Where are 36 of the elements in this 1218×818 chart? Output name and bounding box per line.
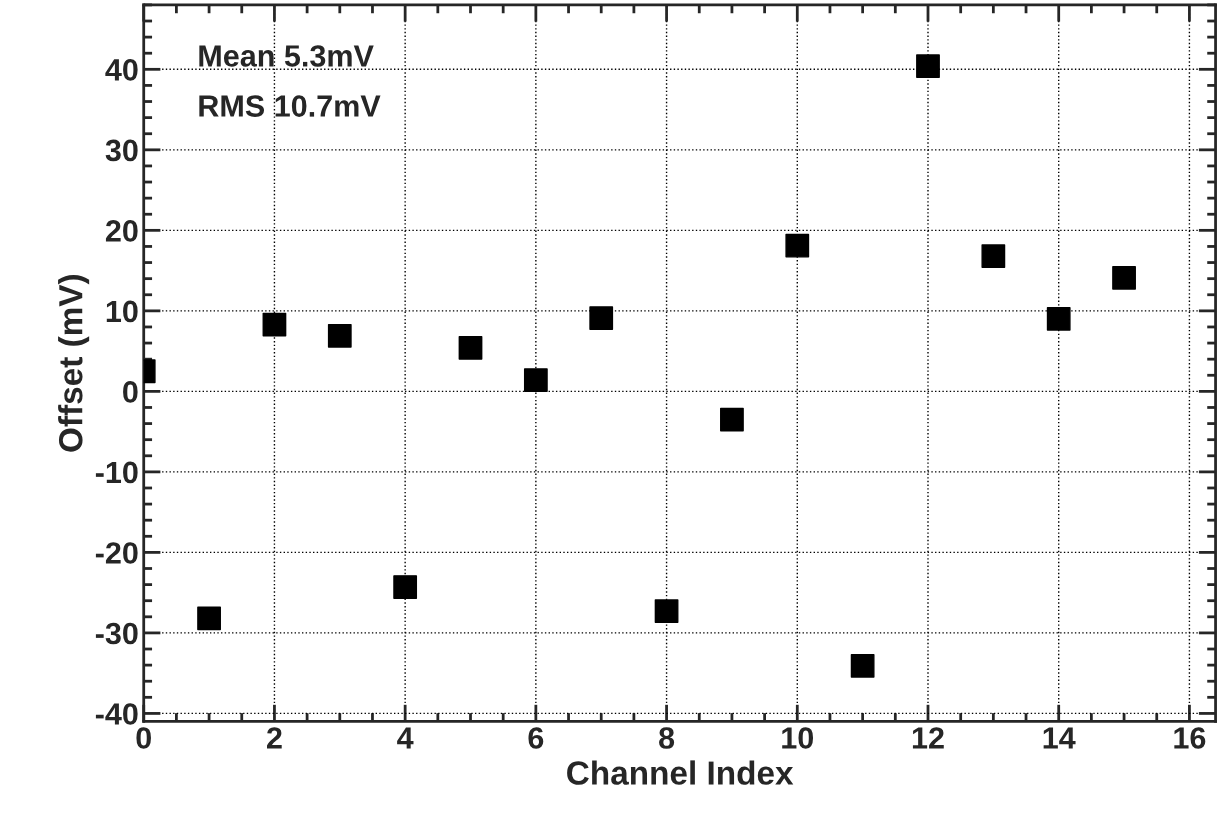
annotation: Mean 5.3mV [199, 45, 374, 67]
x-tick-label: 16 [1174, 727, 1206, 749]
y-tick-label: 20 [105, 220, 138, 242]
x-tick-label: 14 [1043, 727, 1076, 749]
point [197, 606, 221, 631]
y-tick-label: 0 [123, 381, 138, 403]
x-tick-label: 6 [528, 727, 544, 749]
y-axis-title: Offset (mV) [58, 275, 90, 452]
point [916, 54, 940, 78]
point [1112, 265, 1136, 290]
point [981, 244, 1006, 269]
x-tick-label: 12 [912, 727, 944, 749]
point [850, 654, 875, 678]
point [1046, 307, 1071, 331]
y-tick-label: 40 [105, 59, 138, 81]
point [523, 368, 548, 392]
point [654, 599, 679, 624]
point [262, 312, 287, 337]
x-axis-title: Channel Index [567, 760, 794, 785]
point [589, 306, 614, 330]
y-tick-label: -40 [95, 703, 138, 725]
point [458, 336, 483, 360]
x-tick-label: 8 [659, 727, 675, 749]
point [327, 323, 352, 348]
point [393, 575, 418, 599]
y-tick-label: 10 [106, 300, 138, 323]
y-tick-label: -10 [95, 461, 138, 484]
y-tick-label: -30 [95, 622, 138, 645]
annotation: RMS 10.7mV [199, 95, 381, 117]
y-tick-label: 30 [105, 139, 138, 162]
x-tick-label: 2 [267, 727, 282, 749]
point [720, 407, 744, 432]
x-tick-label: 10 [782, 727, 814, 749]
point [785, 233, 810, 258]
x-tick-label: 4 [397, 727, 414, 749]
y-tick-label: -20 [95, 542, 138, 564]
